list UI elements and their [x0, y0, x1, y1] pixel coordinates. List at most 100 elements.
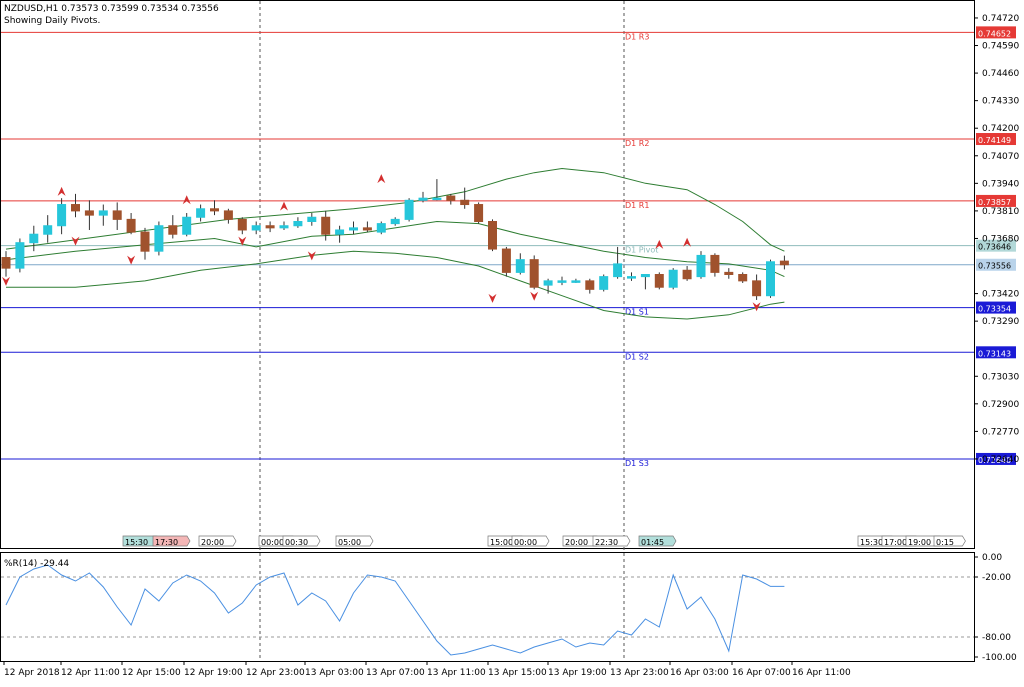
candle[interactable]: [154, 221, 164, 256]
candle[interactable]: [766, 259, 775, 298]
candle[interactable]: [349, 221, 358, 235]
fractal-up-icon: [182, 195, 191, 205]
candle[interactable]: [1, 251, 11, 277]
candle[interactable]: [488, 219, 497, 252]
candle[interactable]: [237, 217, 247, 235]
time-tick-label: 12 Apr 19:00: [184, 668, 243, 678]
candle[interactable]: [98, 204, 108, 226]
time-marker-flag: [933, 535, 966, 547]
candle[interactable]: [668, 268, 678, 290]
time-marker-label: 15:00: [490, 538, 513, 547]
candle[interactable]: [210, 200, 219, 216]
candle[interactable]: [474, 202, 484, 224]
candle[interactable]: [418, 191, 428, 203]
candle-body: [766, 261, 775, 297]
candle[interactable]: [307, 213, 317, 226]
candle[interactable]: [779, 255, 789, 270]
candle[interactable]: [654, 272, 664, 290]
candle-body: [571, 280, 581, 283]
candle[interactable]: [251, 221, 261, 235]
candle[interactable]: [501, 246, 511, 277]
pivot-name-label: D1 R1: [625, 201, 649, 210]
pivot-price-label: 0.73857: [978, 198, 1011, 207]
candle-body: [779, 260, 789, 266]
pivot-price-tag: [976, 301, 1016, 314]
candle[interactable]: [112, 202, 122, 230]
pivot-price-label: 0.72640: [978, 456, 1011, 465]
candle[interactable]: [279, 221, 289, 230]
candle-body: [418, 197, 428, 201]
candle[interactable]: [265, 221, 275, 233]
candle[interactable]: [640, 274, 650, 290]
candle-body: [335, 229, 345, 235]
candle[interactable]: [223, 208, 233, 224]
candle-body: [613, 263, 623, 278]
bollinger-lower-line: [6, 250, 785, 320]
candle[interactable]: [321, 210, 331, 241]
candle[interactable]: [335, 225, 345, 243]
fractal-up-icon: [57, 186, 66, 196]
candle[interactable]: [182, 213, 192, 237]
candle[interactable]: [446, 193, 456, 205]
candle[interactable]: [140, 227, 150, 260]
candle[interactable]: [613, 246, 623, 279]
candle-body: [237, 218, 247, 231]
candle[interactable]: [168, 215, 178, 239]
candle-body: [71, 204, 80, 212]
candle-body: [57, 204, 67, 227]
candle[interactable]: [71, 193, 80, 218]
candle-body: [126, 218, 136, 233]
candle-body: [390, 218, 400, 225]
candle[interactable]: [404, 198, 414, 222]
candle[interactable]: [682, 266, 692, 281]
price-tick-label: 0.74330: [982, 97, 1019, 107]
time-tick-label: 13 Apr 11:00: [427, 668, 486, 678]
candle[interactable]: [293, 217, 303, 228]
candle[interactable]: [57, 198, 67, 235]
candle[interactable]: [84, 200, 94, 230]
candle[interactable]: [738, 272, 748, 283]
time-marker-label: 00:30: [285, 538, 308, 547]
candle[interactable]: [196, 204, 206, 222]
candle[interactable]: [696, 251, 706, 279]
candle[interactable]: [543, 278, 553, 294]
candle[interactable]: [571, 278, 581, 283]
candle[interactable]: [752, 274, 762, 300]
candle-body: [182, 216, 192, 235]
time-marker-flag: [198, 535, 237, 547]
candle[interactable]: [376, 221, 386, 235]
time-axis[interactable]: 12 Apr 2018 12 Apr 11:00 12 Apr 15:00 12 Ap…: [3, 661, 851, 678]
fractal-down-icon: [752, 302, 761, 312]
candle-body: [724, 271, 734, 276]
candle[interactable]: [557, 276, 567, 286]
candle[interactable]: [724, 268, 734, 279]
candle[interactable]: [599, 274, 609, 292]
candle[interactable]: [15, 238, 25, 273]
candle[interactable]: [627, 272, 636, 281]
time-marker-bar: 15:30 17:30 20:00 00:00 00:30 05:00 15:00 00:00…: [122, 535, 966, 547]
candle[interactable]: [710, 253, 720, 277]
candle[interactable]: [585, 278, 595, 294]
price-tick-label: 0.73290: [982, 317, 1019, 327]
candle[interactable]: [390, 217, 400, 226]
candle[interactable]: [529, 255, 539, 290]
indicator-caption: Showing Daily Pivots.: [4, 16, 100, 26]
price-panel-frame: [0, 0, 975, 549]
candle[interactable]: [29, 225, 39, 252]
candlestick-series[interactable]: [1, 179, 789, 300]
candle[interactable]: [43, 215, 53, 243]
bollinger-bands: [5, 167, 785, 320]
price-axis[interactable]: 0.74652 0.74149 0.73857 0.73646 0.73354 0.731…: [974, 14, 1019, 465]
pivot-price-label: 0.73646: [978, 243, 1011, 252]
candle[interactable]: [460, 187, 470, 209]
candle-body: [112, 210, 122, 220]
candle[interactable]: [432, 179, 442, 201]
candle[interactable]: [515, 253, 525, 275]
time-marker-flag: [335, 535, 374, 547]
candle[interactable]: [126, 213, 136, 235]
candle-body: [460, 199, 470, 206]
candle[interactable]: [362, 221, 372, 233]
candle-body: [265, 225, 275, 229]
